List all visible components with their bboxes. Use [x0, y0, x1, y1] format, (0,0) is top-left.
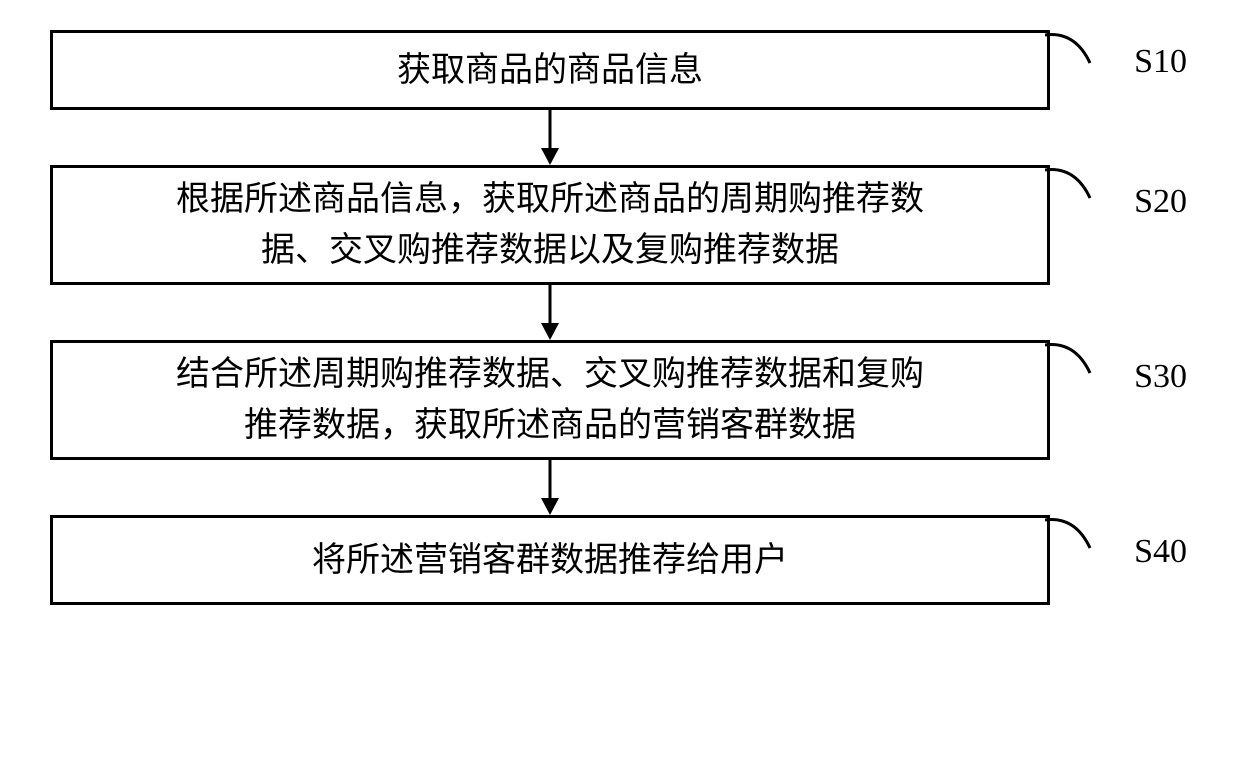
step-label-s10: S10 — [1134, 43, 1187, 81]
flow-box-s10: 获取商品的商品信息 S10 — [50, 30, 1050, 110]
flow-box-s40: 将所述营销客群数据推荐给用户 S40 — [50, 515, 1050, 605]
step-label-s30: S30 — [1134, 358, 1187, 396]
box-text-s20-line2: 据、交叉购推荐数据以及复购推荐数据 — [176, 225, 924, 276]
box-text-s10: 获取商品的商品信息 — [397, 45, 703, 96]
arrow-s10-s20 — [50, 110, 1050, 165]
box-text-s30-line1: 结合所述周期购推荐数据、交叉购推荐数据和复购 — [176, 349, 924, 400]
box-text-s20-line1: 根据所述商品信息，获取所述商品的周期购推荐数 — [176, 174, 924, 225]
flow-box-s20: 根据所述商品信息，获取所述商品的周期购推荐数 据、交叉购推荐数据以及复购推荐数据… — [50, 165, 1050, 285]
flowchart-container: 获取商品的商品信息 S10 根据所述商品信息，获取所述商品的周期购推荐数 据、交… — [50, 30, 1190, 605]
connector-curve-s40 — [1045, 508, 1115, 558]
box-text-s30: 结合所述周期购推荐数据、交叉购推荐数据和复购 推荐数据，获取所述商品的营销客群数… — [176, 349, 924, 451]
arrow-s20-s30 — [50, 285, 1050, 340]
box-text-s20: 根据所述商品信息，获取所述商品的周期购推荐数 据、交叉购推荐数据以及复购推荐数据 — [176, 174, 924, 276]
flow-box-s30: 结合所述周期购推荐数据、交叉购推荐数据和复购 推荐数据，获取所述商品的营销客群数… — [50, 340, 1050, 460]
box-text-s30-line2: 推荐数据，获取所述商品的营销客群数据 — [176, 400, 924, 451]
arrow-s30-s40 — [50, 460, 1050, 515]
box-text-s40: 将所述营销客群数据推荐给用户 — [312, 535, 788, 586]
connector-curve-s10 — [1045, 23, 1115, 73]
step-label-s20: S20 — [1134, 183, 1187, 221]
step-label-s40: S40 — [1134, 533, 1187, 571]
connector-curve-s30 — [1045, 333, 1115, 383]
connector-curve-s20 — [1045, 158, 1115, 208]
